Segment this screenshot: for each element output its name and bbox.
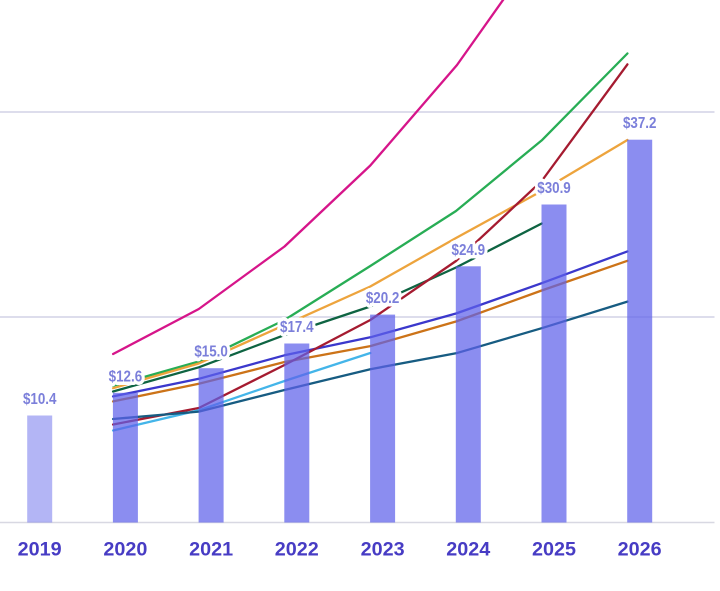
svg-text:2021: 2021 bbox=[189, 539, 233, 561]
svg-text:$12.6: $12.6 bbox=[109, 368, 143, 385]
svg-text:2023: 2023 bbox=[361, 539, 405, 561]
svg-text:2025: 2025 bbox=[532, 539, 576, 561]
svg-text:$17.4: $17.4 bbox=[280, 319, 314, 336]
svg-text:$15.0: $15.0 bbox=[194, 344, 228, 361]
svg-text:2024: 2024 bbox=[446, 539, 490, 561]
svg-text:$10.4: $10.4 bbox=[23, 391, 57, 408]
svg-text:2020: 2020 bbox=[103, 539, 147, 561]
svg-text:$37.2: $37.2 bbox=[623, 115, 657, 132]
svg-text:$30.9: $30.9 bbox=[537, 180, 571, 197]
svg-text:2026: 2026 bbox=[618, 539, 662, 561]
svg-text:$20.2: $20.2 bbox=[366, 290, 400, 307]
svg-text:2019: 2019 bbox=[18, 539, 62, 561]
svg-text:2022: 2022 bbox=[275, 539, 319, 561]
svg-text:$24.9: $24.9 bbox=[452, 242, 486, 259]
